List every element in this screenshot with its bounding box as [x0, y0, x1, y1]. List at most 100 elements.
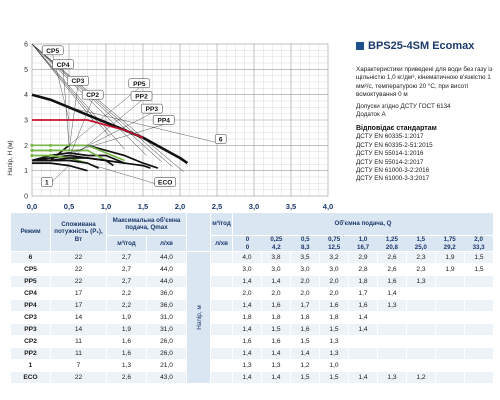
qmax-m3-cell: 1,3 — [106, 359, 147, 372]
curve-label-box — [41, 45, 64, 56]
qmax-m3-cell: 1,6 — [106, 347, 147, 360]
head-value-cell: 1,6 — [232, 335, 263, 348]
approval-text: Допуски згідно ДСТУ ГОСТ 6134 Додаток А — [356, 103, 496, 120]
head-value-cell — [435, 287, 466, 300]
chart-series — [30, 93, 189, 172]
head-value-cell: 2,6 — [377, 263, 408, 276]
head-value-cell: 1,4 — [232, 299, 263, 312]
spacer-cell — [210, 311, 234, 324]
q-ls: 0 — [245, 243, 250, 251]
qmax-m3-cell: 1,6 — [106, 335, 147, 348]
curve-leader-line — [68, 157, 166, 187]
head-value-cell: 3,0 — [319, 263, 350, 276]
series-point-cp3 — [48, 148, 53, 152]
curve-label-cp3: CP3 — [71, 78, 84, 85]
qmax-m3-cell: 2,7 — [106, 263, 147, 276]
x-tick-label: 0,5 — [64, 202, 75, 211]
head-value-cell: 1,3 — [319, 335, 350, 348]
head-value-cell: 2,3 — [406, 263, 437, 276]
y-tick-label: 2 — [24, 143, 28, 150]
curve-leader-line — [68, 107, 221, 144]
head-value-cell: 1,5 — [319, 371, 350, 384]
head-value-cell — [435, 359, 466, 372]
curve-label-box — [154, 177, 176, 187]
chart-axes: 0,00,51,01,52,02,53,03,54,0Об'ємна подач… — [6, 42, 334, 212]
head-value-cell — [464, 359, 495, 372]
mode-cell: 6 — [10, 251, 51, 264]
head-value-cell: 1,3 — [319, 347, 350, 360]
head-value-cell — [464, 347, 495, 360]
table-row: 6 22 2,7 44,0 Напір, м 4,0 3,8 3,5 3,2 2,9 2,6 2,3 1… — [10, 251, 495, 384]
head-value-cell: 1,4 — [232, 275, 263, 288]
head-value-cell: 1,3 — [406, 275, 437, 288]
q-col: 1,0 16,7 — [349, 237, 378, 251]
head-value-cell: 2,8 — [348, 263, 379, 276]
curve-label-box — [81, 89, 104, 100]
qmax-ls-cell: 31,0 — [145, 323, 188, 336]
head-value-cell: 1,6 — [319, 299, 350, 312]
table-body: 6 22 2,7 44,0 Напір, м 4,0 3,8 3,5 3,2 2,9 2,6 2,3 1… — [10, 251, 495, 384]
curve-label-1: 1 — [45, 180, 49, 187]
approval-line-2: Додаток А — [356, 111, 386, 119]
y-tick-label: 1 — [24, 168, 28, 175]
head-value-cell — [435, 323, 466, 336]
mode-cell: CP3 — [10, 311, 51, 324]
head-value-cell — [377, 335, 408, 348]
q-m3: 1,75 — [443, 236, 456, 244]
curve-leader-line — [68, 99, 93, 159]
x-tick-label: 2,0 — [175, 202, 186, 211]
header-max-flow: Максимальна об'ємна подача, Qmax — [105, 212, 188, 236]
spacer-cell — [210, 299, 234, 312]
header-q-unit-m3: м³/год — [210, 212, 234, 236]
mode-cell: CP5 — [10, 263, 51, 276]
head-value-cell — [435, 371, 466, 384]
mode-cell: PP4 — [10, 299, 51, 312]
spacer-cell — [210, 359, 234, 372]
header-qmax-unit-ls: л/хв — [145, 235, 188, 252]
header-label-spacer — [186, 212, 212, 252]
head-value-cell: 3,8 — [261, 251, 292, 264]
spacer-cell — [210, 347, 234, 360]
head-value-cell: 1,8 — [261, 311, 292, 324]
approval-line-1: Допуски згідно ДСТУ ГОСТ 6134 — [356, 102, 451, 110]
series-point-cp4 — [48, 143, 53, 147]
head-value-cell: 1,4 — [232, 347, 263, 360]
series-line-cp5 — [32, 119, 144, 139]
table-row: PP3 14 1,9 31,0 1,4 1,5 1,6 1,5 1,4 — [10, 323, 495, 336]
head-value-cell: 1,4 — [348, 311, 379, 324]
table-row: CP4 17 2,2 36,0 2,0 2,0 2,0 2,0 1,7 1,4 — [10, 287, 495, 300]
head-value-cell: 1,5 — [261, 323, 292, 336]
header-flow: Об'ємна подача, Q — [232, 212, 495, 236]
x-tick-label: 4,0 — [323, 202, 334, 211]
table-row: 1 7 1,3 21,0 1,3 1,3 1,2 1,0 — [10, 359, 495, 372]
mode-cell: PP5 — [10, 275, 51, 288]
qmax-ls-cell: 44,0 — [145, 275, 188, 288]
standard-item: ДСТУ EN 55014-2:2017 — [356, 158, 424, 166]
head-value-cell — [406, 299, 437, 312]
curve-label-box — [152, 115, 175, 125]
spacer-cell — [210, 371, 234, 384]
spacer-cell — [210, 251, 234, 264]
y-tick-label: 5 — [24, 67, 28, 74]
qmax-ls-cell: 43,0 — [145, 371, 188, 384]
q-col: 1,25 20,8 — [377, 237, 406, 251]
series-line-eco — [32, 157, 151, 169]
head-value-cell: 1,8 — [348, 275, 379, 288]
curve-guide-line — [31, 43, 110, 137]
power-cell: 17 — [50, 287, 107, 300]
head-value-cell — [406, 347, 437, 360]
head-value-cell — [464, 311, 495, 324]
head-value-cell — [406, 311, 437, 324]
series-line-6 — [31, 93, 189, 165]
head-value-cell — [464, 323, 495, 336]
spacer-cell — [210, 263, 234, 276]
qmax-m3-cell: 2,2 — [106, 299, 147, 312]
power-cell: 14 — [50, 311, 107, 324]
head-value-cell — [406, 359, 437, 372]
head-value-cell — [348, 347, 379, 360]
head-value-cell: 4,0 — [232, 251, 263, 264]
qmax-ls-cell: 36,0 — [145, 299, 188, 312]
qmax-ls-cell: 26,0 — [145, 335, 188, 348]
